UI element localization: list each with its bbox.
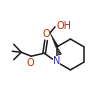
Text: OH: OH bbox=[56, 21, 71, 31]
Text: N: N bbox=[53, 56, 60, 66]
Text: O: O bbox=[42, 29, 50, 39]
Polygon shape bbox=[50, 33, 58, 47]
Text: O: O bbox=[27, 58, 35, 68]
